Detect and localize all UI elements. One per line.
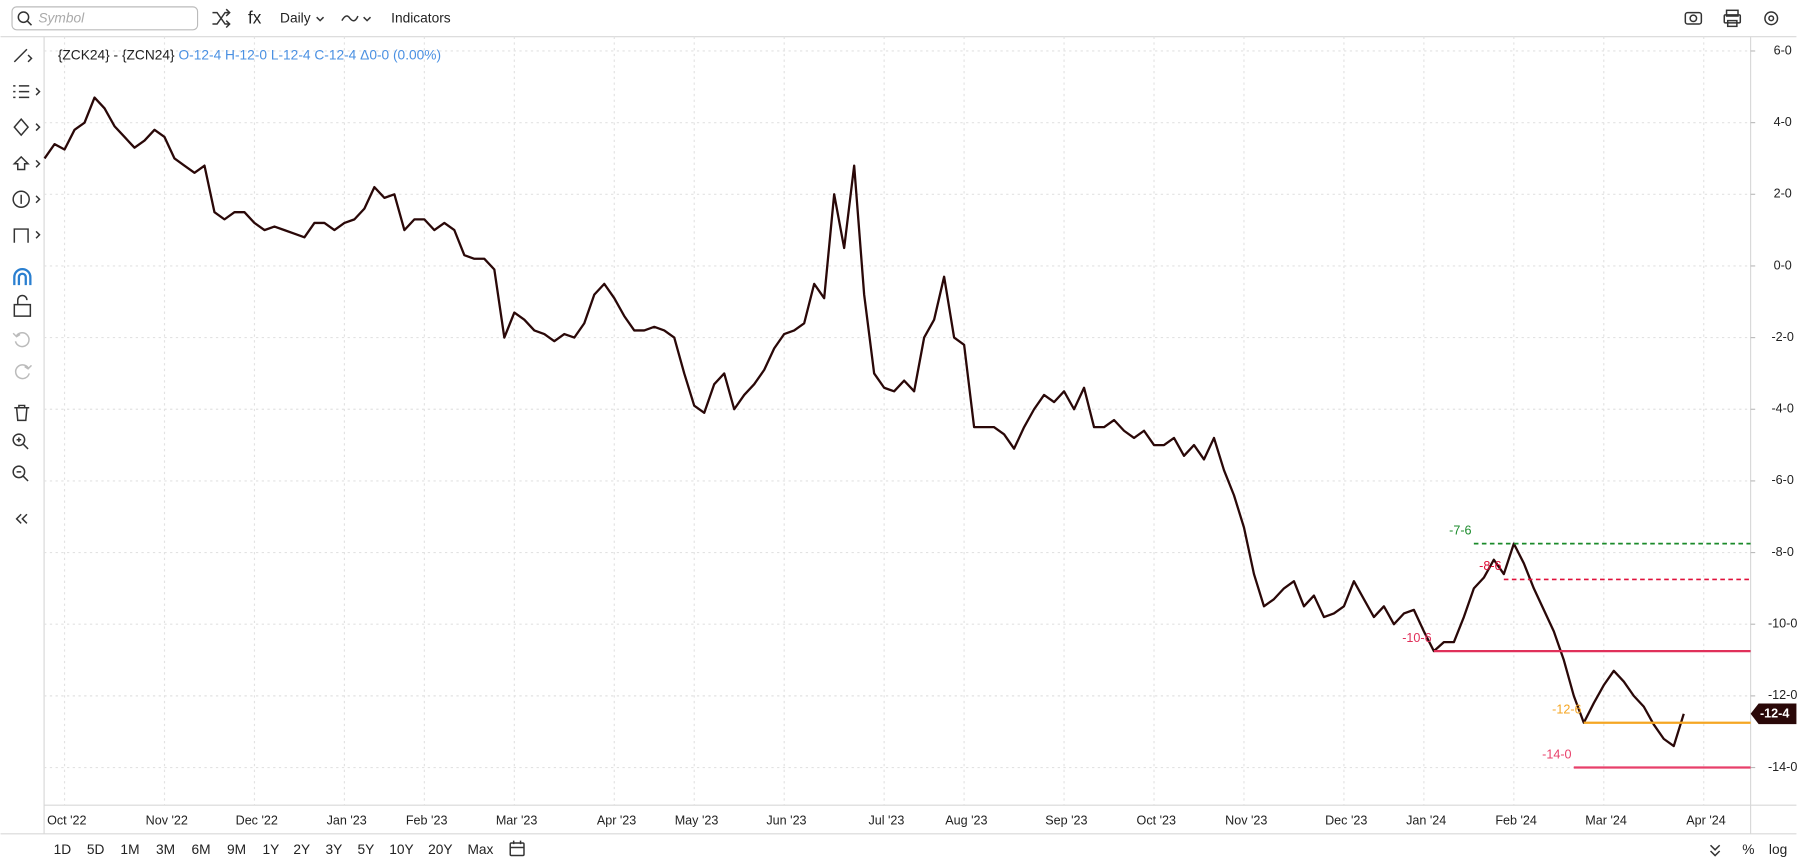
y-tick-label: -4-0	[1771, 402, 1793, 416]
x-tick-label: Jan '23	[327, 814, 367, 828]
x-tick-label: Nov '22	[146, 814, 188, 828]
level-label: -12-6	[1552, 702, 1581, 716]
x-tick-label: Aug '23	[945, 814, 987, 828]
y-tick-label: 2-0	[1774, 187, 1792, 201]
plot: -7-6 -8-6 -10-6 -12-6 -14-0 -12-4	[43, 96, 1797, 769]
fx-button[interactable]: fx	[248, 7, 262, 27]
scale-button[interactable]: log	[1769, 842, 1787, 857]
level-label: -10-6	[1402, 631, 1431, 645]
x-tick-label: Dec '22	[236, 814, 278, 828]
symbol-input[interactable]	[11, 6, 199, 31]
y-tick-label: -10-0	[1768, 617, 1797, 631]
y-tick-label: -14-0	[1768, 760, 1797, 774]
period-button[interactable]: 2Y	[293, 842, 310, 857]
x-tick-label: Sep '23	[1045, 814, 1087, 828]
lock-button[interactable]	[13, 294, 32, 317]
pattern-tool[interactable]	[13, 117, 41, 137]
magnet-button[interactable]	[13, 268, 32, 286]
fib-tool[interactable]	[13, 85, 41, 99]
scale-button[interactable]: %	[1742, 842, 1754, 857]
bottom-toolbar: 1D 5D 1M 3M 6M 9M 1Y 2Y 3Y 5Y 10Y 20Y Max% log	[54, 842, 1788, 857]
level-label: -7-6	[1449, 523, 1471, 537]
y-tick-label: 0-0	[1774, 258, 1792, 272]
x-tick-label: Nov '23	[1225, 814, 1267, 828]
price-line	[43, 96, 1685, 748]
measure-tool[interactable]	[13, 228, 41, 243]
x-tick-label: Feb '24	[1495, 814, 1537, 828]
x-tick-label: Oct '22	[47, 814, 86, 828]
grid: 6-0 4-0 2-0 0-0 -2-0 -4-0 -6-0 -8-0 -10-0 -12-0 -1…	[44, 36, 1797, 828]
interval-chevron	[316, 16, 325, 22]
interval-button[interactable]: Daily	[280, 11, 311, 26]
last-price-tag	[1750, 703, 1797, 725]
period-button[interactable]: 9M	[227, 842, 246, 857]
x-tick-label: Jan '24	[1406, 814, 1446, 828]
left-toolbar	[12, 48, 41, 524]
shape-tool[interactable]	[12, 155, 41, 171]
scroll-to-latest[interactable]	[1709, 844, 1721, 857]
x-tick-label: Mar '24	[1585, 814, 1627, 828]
trend-line-tool[interactable]	[13, 48, 33, 63]
last-price-label: -12-4	[1760, 707, 1789, 721]
x-tick-label: Mar '23	[496, 814, 538, 828]
period-button[interactable]: 6M	[191, 842, 210, 857]
level-label: -8-6	[1479, 559, 1501, 573]
print-button[interactable]	[1723, 9, 1742, 28]
x-tick-label: Oct '23	[1137, 814, 1176, 828]
chart-type-button[interactable]	[341, 15, 359, 22]
period-button[interactable]: 5Y	[358, 842, 375, 857]
x-tick-label: Dec '23	[1325, 814, 1367, 828]
compare-button[interactable]	[212, 8, 231, 29]
annotation-tool[interactable]	[20, 194, 41, 204]
y-tick-label: 4-0	[1774, 115, 1792, 129]
date-range-button[interactable]	[509, 840, 525, 857]
legend: {ZCK24} - {ZCN24} O-12-4 H-12-0 L-12-4 C…	[58, 47, 441, 62]
legend-symbol: {ZCK24} - {ZCN24}	[58, 47, 175, 62]
symbol-placeholder: Symbol	[38, 11, 85, 26]
period-button[interactable]: 1D	[54, 842, 72, 857]
period-button[interactable]: Max	[467, 842, 493, 857]
zoom-in-button[interactable]	[12, 433, 29, 450]
y-tick-label: 6-0	[1774, 43, 1792, 57]
period-button[interactable]: 5D	[87, 842, 105, 857]
settings-button[interactable]	[1764, 11, 1779, 26]
level-label: -14-0	[1542, 747, 1571, 761]
annotation-tool[interactable]	[12, 190, 30, 209]
redo-button[interactable]	[14, 364, 33, 380]
x-tick-label: Feb '23	[406, 814, 448, 828]
undo-button[interactable]	[12, 332, 30, 348]
period-button[interactable]: 1Y	[262, 842, 279, 857]
y-tick-label: -2-0	[1771, 330, 1793, 344]
period-button[interactable]: 10Y	[389, 842, 413, 857]
x-tick-label: May '23	[675, 814, 719, 828]
search-icon	[26, 20, 33, 26]
search-icon	[17, 11, 30, 24]
zoom-out-button[interactable]	[12, 465, 29, 482]
chart-type-chevron	[363, 16, 372, 22]
top-toolbar	[0, 0, 1797, 37]
y-tick-label: -6-0	[1771, 473, 1793, 487]
period-button[interactable]: 3Y	[325, 842, 342, 857]
x-tick-label: Apr '23	[597, 814, 636, 828]
period-button[interactable]: 1M	[120, 842, 139, 857]
delete-button[interactable]	[14, 404, 30, 422]
y-tick-label: -12-0	[1768, 688, 1797, 702]
y-tick-label: -8-0	[1771, 545, 1793, 559]
x-tick-label: Apr '24	[1686, 814, 1725, 828]
period-button[interactable]: 20Y	[428, 842, 452, 857]
snapshot-button[interactable]	[1684, 11, 1703, 25]
x-tick-label: Jun '23	[766, 814, 806, 828]
legend-ohlc: O-12-4 H-12-0 L-12-4 C-12-4 Δ0-0 (0.00%)	[178, 47, 441, 62]
indicators-button[interactable]: Indicators	[391, 11, 451, 26]
collapse-toolbar[interactable]	[15, 513, 28, 524]
x-tick-label: Jul '23	[868, 814, 904, 828]
period-button[interactable]: 3M	[156, 842, 175, 857]
